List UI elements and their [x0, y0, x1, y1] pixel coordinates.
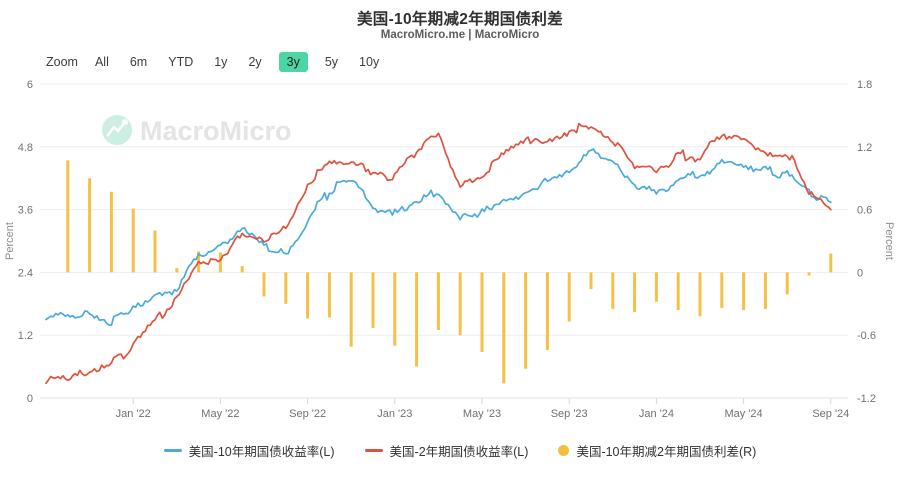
y-axis-tick-left: 6	[27, 79, 33, 91]
y-axis-tick-left: 0	[27, 393, 33, 405]
y-axis-tick-right: -0.6	[857, 330, 876, 342]
spread-bars	[66, 160, 833, 384]
range-button-5y[interactable]: 5y	[324, 55, 339, 69]
y-axis-tick-right: 1.8	[857, 79, 872, 91]
line-series-10y-yield[interactable]	[45, 148, 832, 327]
y-axis-tick-right: 0.6	[857, 205, 872, 217]
y-axis-tick-left: 1.2	[18, 330, 33, 342]
legend-dot-icon	[558, 445, 570, 456]
chart-area[interactable]: MacroMicro 6 4.8 3.6 2.4 1.2 0 -1.2 -0.6 0 0.6 1.2 1…	[0, 76, 920, 439]
zoom-label: Zoom	[46, 55, 78, 69]
legend-item-spread[interactable]: 美国-10年期减2年期国债利差(R)	[558, 441, 756, 460]
legend-label: 美国-10年期减2年期国债利差(R)	[576, 445, 757, 459]
range-button-all[interactable]: All	[94, 55, 109, 69]
legend-line-icon	[364, 449, 383, 452]
page-subtitle: MacroMicro.me | MacroMicro	[380, 29, 540, 41]
y-axis-title-right: Percent	[883, 222, 895, 260]
x-axis-label: Sep '22	[289, 408, 326, 420]
range-button-1y[interactable]: 1y	[214, 55, 228, 69]
legend-item-10y-yield[interactable]: 美国-10年期国债收益率(L)	[163, 441, 335, 460]
x-axis-label: Jan '24	[639, 408, 674, 420]
x-axis-label: Jan '23	[377, 408, 412, 420]
y-axis-tick-left: 2.4	[18, 267, 33, 279]
x-axis-label: Sep '24	[812, 408, 849, 420]
range-button-6m[interactable]: 6m	[129, 55, 148, 69]
range-button-ytd[interactable]: YTD	[168, 55, 194, 69]
range-button-2y[interactable]: 2y	[248, 55, 262, 69]
range-button-10y[interactable]: 10y	[359, 55, 380, 69]
legend-label: 美国-10年期国债收益率(L)	[188, 445, 335, 459]
range-button-3y[interactable]: 3y	[278, 52, 308, 72]
y-axis-tick-left: 4.8	[18, 142, 33, 154]
macromicro-watermark: MacroMicro	[102, 115, 292, 146]
chart-legend: 美国-10年期国债收益率(L) 美国-2年期国债收益率(L) 美国-10年期减2年期…	[0, 441, 920, 460]
x-axis-label: May '22	[201, 408, 239, 420]
x-axis-label: Sep '23	[551, 408, 588, 420]
line-series-2y-yield[interactable]	[45, 122, 832, 385]
page-title: 美国-10年期减2年期国债利差	[356, 11, 564, 28]
y-axis-tick-right: -1.2	[857, 393, 876, 405]
legend-line-icon	[163, 449, 182, 452]
legend-item-2y-yield[interactable]: 美国-2年期国债收益率(L)	[364, 441, 529, 460]
y-axis-tick-right: 0	[857, 267, 863, 279]
y-axis-tick-left: 3.6	[18, 205, 33, 217]
y-axis-title-left: Percent	[4, 222, 16, 260]
legend-label: 美国-2年期国债收益率(L)	[389, 445, 529, 459]
macromicro-logo-icon	[106, 120, 127, 137]
range-buttons: All 6m YTD 1y 2y 3y 5y 10y	[91, 52, 383, 72]
x-axis-label: May '23	[463, 408, 501, 420]
x-axis-label: Jan '22	[116, 408, 151, 420]
watermark-text: MacroMicro	[140, 116, 292, 146]
range-toolbar: Zoom All 6m YTD 1y 2y 3y 5y 10y	[46, 52, 383, 72]
x-axis-label: May '24	[725, 408, 763, 420]
y-axis-tick-right: 1.2	[857, 142, 872, 154]
